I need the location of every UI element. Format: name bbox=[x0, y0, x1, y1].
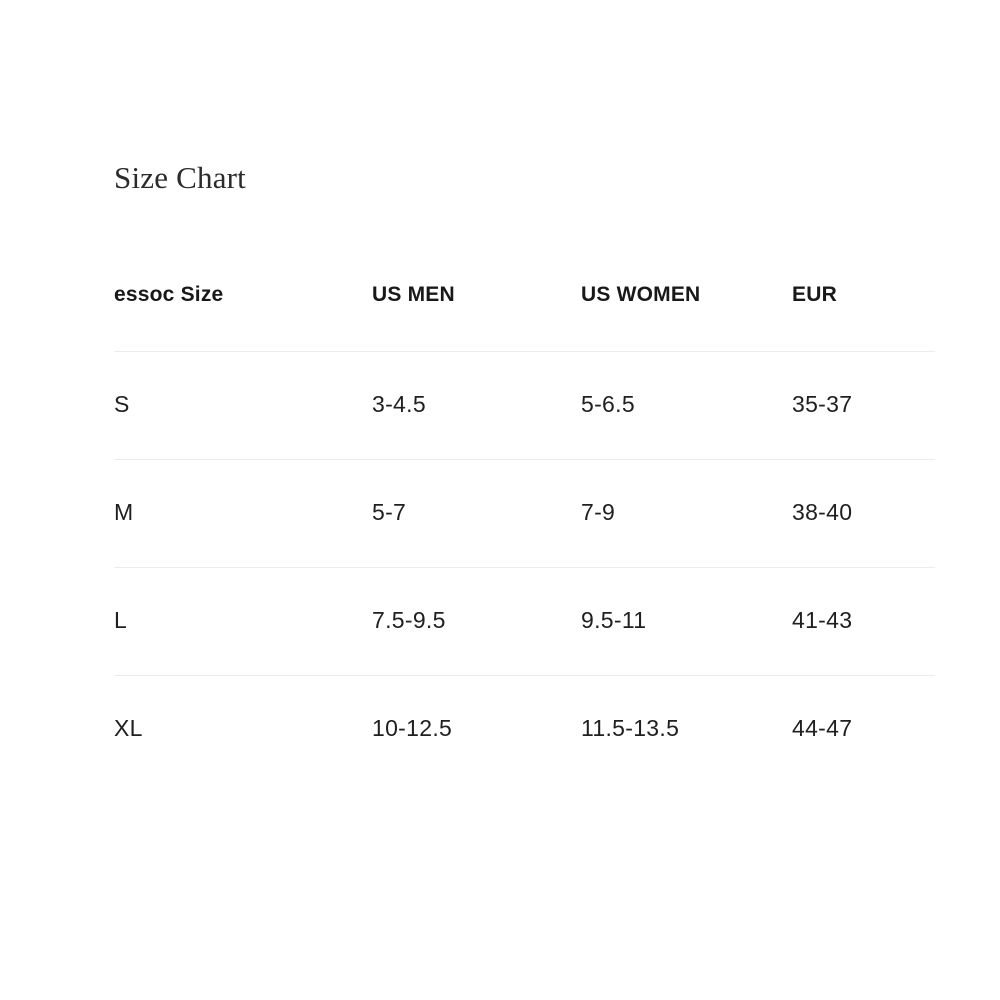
cell-us-men: 3-4.5 bbox=[372, 391, 426, 417]
cell-size-label: M bbox=[114, 499, 134, 525]
column-header-us-women: US WOMEN bbox=[581, 283, 701, 306]
cell-us-men: 7.5-9.5 bbox=[372, 607, 446, 633]
cell-us-women: 5-6.5 bbox=[581, 391, 635, 417]
table-row-xl: XL 10-12.5 11.5-13.5 44-47 bbox=[114, 676, 935, 784]
cell-eur: 35-37 bbox=[792, 391, 853, 417]
table-row-s: S 3-4.5 5-6.5 35-37 bbox=[114, 352, 935, 460]
cell-eur: 44-47 bbox=[792, 715, 853, 741]
cell-size-label: XL bbox=[114, 715, 143, 741]
cell-us-men: 10-12.5 bbox=[372, 715, 453, 741]
cell-size-label: L bbox=[114, 607, 128, 633]
cell-size-label: S bbox=[114, 391, 130, 417]
cell-eur: 41-43 bbox=[792, 607, 853, 633]
cell-us-women: 7-9 bbox=[581, 499, 616, 525]
cell-eur: 38-40 bbox=[792, 499, 853, 525]
cell-us-men: 5-7 bbox=[372, 499, 407, 525]
size-chart-table: essoc Size US MEN US WOMEN EUR S 3-4.5 5… bbox=[114, 282, 935, 783]
cell-us-women: 11.5-13.5 bbox=[581, 715, 680, 741]
table-row-l: L 7.5-9.5 9.5-11 41-43 bbox=[114, 568, 935, 676]
column-header-us-men: US MEN bbox=[372, 283, 455, 306]
column-header-brand-size: essoc Size bbox=[114, 283, 224, 306]
table-row-m: M 5-7 7-9 38-40 bbox=[114, 460, 935, 568]
table-header-row: essoc Size US MEN US WOMEN EUR bbox=[114, 282, 935, 352]
column-header-eur: EUR bbox=[792, 283, 837, 306]
page-title: Size Chart bbox=[114, 160, 246, 195]
cell-us-women: 9.5-11 bbox=[581, 607, 647, 633]
